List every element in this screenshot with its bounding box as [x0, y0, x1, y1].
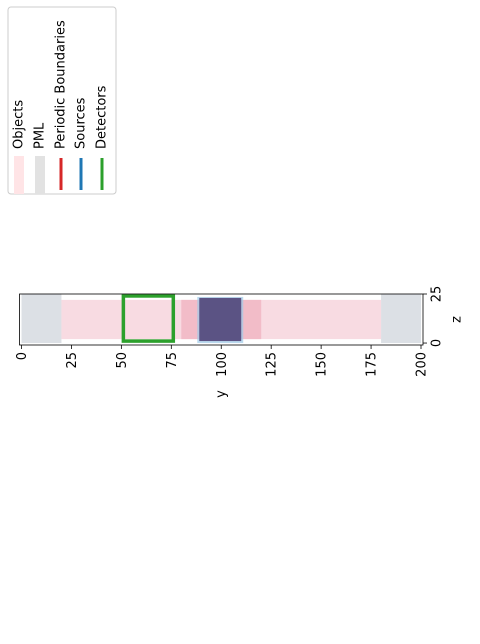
- source-0: [199, 298, 241, 341]
- y-tick-label: 0: [430, 339, 445, 347]
- x-tick-label: 0: [15, 352, 30, 360]
- legend-label-4: Detectors: [95, 85, 110, 149]
- legend-swatch-0: [14, 156, 24, 194]
- legend-label-0: Objects: [12, 100, 27, 149]
- x-tick-label: 150: [315, 352, 330, 377]
- y-axis-label: z: [450, 316, 465, 323]
- x-axis-label: y: [214, 390, 229, 398]
- x-tick-label: 50: [115, 352, 130, 369]
- legend-label-3: Sources: [74, 97, 89, 149]
- x-tick-label: 100: [215, 352, 230, 377]
- legend-swatch-1: [35, 156, 45, 194]
- x-tick-label: 125: [265, 352, 280, 377]
- region-pml-0: [21, 294, 61, 343]
- x-tick-label: 200: [415, 352, 430, 377]
- legend: Objects PML Periodic Boundaries Sources Dete…: [8, 7, 116, 194]
- legend-label-1: PML: [33, 122, 48, 149]
- x-tick-label: 175: [365, 352, 380, 377]
- legend-label-2: Periodic Boundaries: [54, 20, 69, 149]
- region-pml-1: [381, 294, 421, 343]
- axes: 0 25 50 75 100 125 150 175 200 0 25 y z: [15, 286, 465, 398]
- y-tick-label: 25: [430, 286, 445, 303]
- x-tick-label: 25: [65, 352, 80, 369]
- x-tick-label: 75: [165, 352, 180, 369]
